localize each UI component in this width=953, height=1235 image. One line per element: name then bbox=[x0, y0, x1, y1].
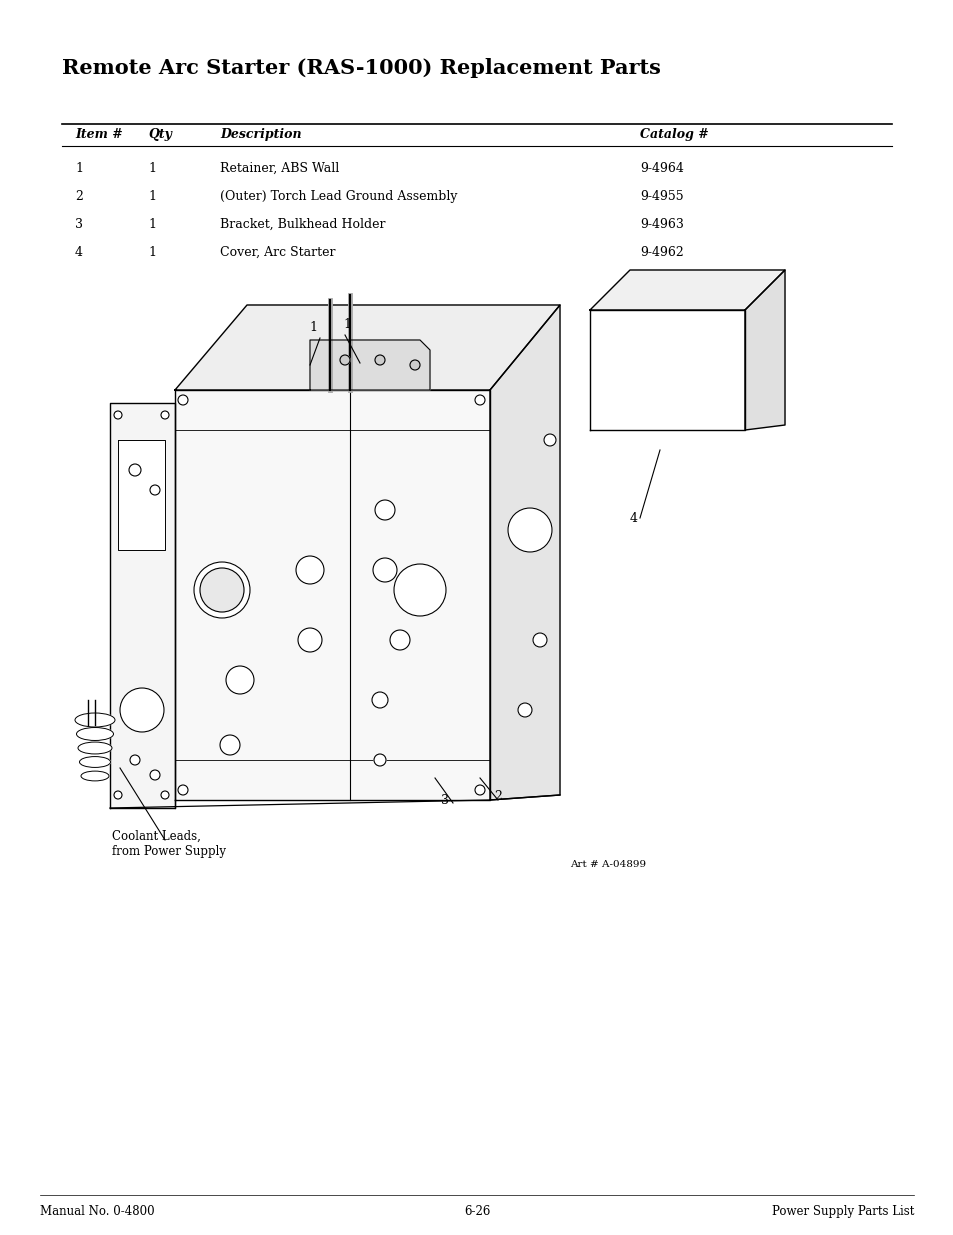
Circle shape bbox=[533, 634, 546, 647]
Polygon shape bbox=[110, 403, 174, 808]
Circle shape bbox=[475, 785, 484, 795]
Circle shape bbox=[120, 688, 164, 732]
Circle shape bbox=[220, 735, 240, 755]
Text: 4: 4 bbox=[629, 513, 638, 525]
Circle shape bbox=[374, 755, 386, 766]
Text: 1: 1 bbox=[75, 162, 83, 175]
Text: 9-4963: 9-4963 bbox=[639, 219, 683, 231]
Circle shape bbox=[130, 755, 140, 764]
Text: 3: 3 bbox=[75, 219, 83, 231]
Text: 2: 2 bbox=[494, 790, 501, 803]
Circle shape bbox=[373, 558, 396, 582]
Text: 4: 4 bbox=[75, 246, 83, 259]
Circle shape bbox=[517, 703, 532, 718]
Circle shape bbox=[339, 354, 350, 366]
Text: Item #: Item # bbox=[75, 128, 123, 141]
Circle shape bbox=[226, 666, 253, 694]
Ellipse shape bbox=[81, 771, 109, 781]
Text: Remote Arc Starter (RAS-1000) Replacement Parts: Remote Arc Starter (RAS-1000) Replacemen… bbox=[62, 58, 660, 78]
Text: Qty: Qty bbox=[148, 128, 172, 141]
Circle shape bbox=[129, 464, 141, 475]
Circle shape bbox=[161, 790, 169, 799]
Circle shape bbox=[150, 769, 160, 781]
Text: 6-26: 6-26 bbox=[463, 1205, 490, 1218]
Circle shape bbox=[161, 411, 169, 419]
Text: 9-4962: 9-4962 bbox=[639, 246, 683, 259]
Polygon shape bbox=[589, 310, 744, 430]
Text: Art # A-04899: Art # A-04899 bbox=[569, 860, 645, 869]
Text: 9-4955: 9-4955 bbox=[639, 190, 683, 203]
Polygon shape bbox=[310, 340, 430, 390]
Text: 1: 1 bbox=[148, 246, 156, 259]
Text: Power Supply Parts List: Power Supply Parts List bbox=[771, 1205, 913, 1218]
Polygon shape bbox=[174, 390, 490, 800]
Text: Retainer, ABS Wall: Retainer, ABS Wall bbox=[220, 162, 339, 175]
Circle shape bbox=[295, 556, 324, 584]
Text: 1: 1 bbox=[309, 321, 316, 333]
Circle shape bbox=[390, 630, 410, 650]
Text: 1: 1 bbox=[148, 190, 156, 203]
Text: (Outer) Torch Lead Ground Assembly: (Outer) Torch Lead Ground Assembly bbox=[220, 190, 457, 203]
Circle shape bbox=[113, 790, 122, 799]
Circle shape bbox=[375, 354, 385, 366]
Text: Catalog #: Catalog # bbox=[639, 128, 708, 141]
Circle shape bbox=[507, 508, 552, 552]
Ellipse shape bbox=[79, 757, 111, 767]
Circle shape bbox=[113, 411, 122, 419]
Circle shape bbox=[543, 433, 556, 446]
Circle shape bbox=[178, 785, 188, 795]
Text: Description: Description bbox=[220, 128, 301, 141]
Circle shape bbox=[394, 564, 446, 616]
Text: 2: 2 bbox=[75, 190, 83, 203]
Circle shape bbox=[372, 692, 388, 708]
Polygon shape bbox=[589, 270, 784, 310]
Circle shape bbox=[475, 395, 484, 405]
Circle shape bbox=[297, 629, 322, 652]
Circle shape bbox=[193, 562, 250, 618]
Ellipse shape bbox=[75, 713, 115, 727]
Polygon shape bbox=[744, 270, 784, 430]
Circle shape bbox=[150, 485, 160, 495]
Polygon shape bbox=[490, 305, 559, 800]
Text: 1: 1 bbox=[148, 219, 156, 231]
Text: 1: 1 bbox=[148, 162, 156, 175]
Polygon shape bbox=[118, 440, 165, 550]
Text: Bracket, Bulkhead Holder: Bracket, Bulkhead Holder bbox=[220, 219, 385, 231]
Text: 9-4964: 9-4964 bbox=[639, 162, 683, 175]
Text: 1: 1 bbox=[343, 317, 351, 331]
Circle shape bbox=[178, 395, 188, 405]
Circle shape bbox=[410, 359, 419, 370]
Ellipse shape bbox=[76, 727, 113, 741]
Ellipse shape bbox=[78, 742, 112, 753]
Polygon shape bbox=[174, 305, 559, 390]
Circle shape bbox=[375, 500, 395, 520]
Text: Cover, Arc Starter: Cover, Arc Starter bbox=[220, 246, 335, 259]
Circle shape bbox=[200, 568, 244, 613]
Text: 3: 3 bbox=[440, 794, 449, 806]
Text: Manual No. 0-4800: Manual No. 0-4800 bbox=[40, 1205, 154, 1218]
Text: Coolant Leads,
from Power Supply: Coolant Leads, from Power Supply bbox=[112, 830, 226, 858]
